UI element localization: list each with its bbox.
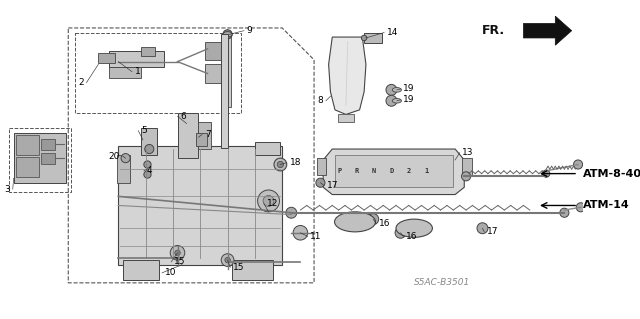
Text: 17: 17 bbox=[327, 181, 339, 190]
Circle shape bbox=[170, 246, 185, 260]
Text: S5AC-B3501: S5AC-B3501 bbox=[414, 278, 470, 287]
Bar bbox=[196, 133, 207, 146]
Bar bbox=[141, 47, 155, 56]
Bar bbox=[205, 64, 223, 83]
Circle shape bbox=[293, 226, 308, 240]
Text: 4: 4 bbox=[147, 167, 152, 175]
Text: FR.: FR. bbox=[482, 24, 505, 37]
Circle shape bbox=[263, 196, 274, 206]
Ellipse shape bbox=[396, 219, 433, 237]
Circle shape bbox=[175, 250, 180, 256]
Circle shape bbox=[362, 35, 367, 41]
Text: 13: 13 bbox=[463, 148, 474, 157]
Bar bbox=[123, 260, 159, 280]
Bar bbox=[41, 139, 54, 150]
Text: 6: 6 bbox=[180, 112, 186, 121]
Bar bbox=[118, 146, 282, 265]
Text: 12: 12 bbox=[267, 199, 278, 208]
Ellipse shape bbox=[335, 212, 376, 232]
Ellipse shape bbox=[392, 88, 401, 92]
Bar bbox=[109, 51, 164, 67]
Text: D: D bbox=[389, 168, 394, 174]
Text: 1: 1 bbox=[135, 67, 140, 76]
Text: 18: 18 bbox=[289, 158, 301, 167]
Text: P: P bbox=[337, 168, 342, 174]
Bar bbox=[17, 157, 39, 177]
Bar bbox=[221, 34, 228, 148]
Circle shape bbox=[395, 227, 406, 238]
Text: 16: 16 bbox=[379, 219, 390, 228]
Circle shape bbox=[477, 223, 488, 234]
Circle shape bbox=[543, 170, 550, 177]
Circle shape bbox=[560, 208, 569, 217]
Text: ATM-14: ATM-14 bbox=[582, 200, 629, 211]
Bar bbox=[232, 260, 273, 280]
Circle shape bbox=[121, 153, 130, 163]
Polygon shape bbox=[323, 149, 464, 195]
Text: 8: 8 bbox=[317, 96, 323, 105]
Circle shape bbox=[145, 145, 154, 153]
Bar bbox=[198, 122, 211, 149]
Bar bbox=[141, 128, 157, 155]
Text: 2: 2 bbox=[406, 168, 411, 174]
Text: 15: 15 bbox=[233, 263, 244, 272]
Circle shape bbox=[144, 171, 151, 178]
Bar bbox=[226, 34, 231, 107]
Text: 14: 14 bbox=[387, 28, 398, 37]
Circle shape bbox=[576, 203, 586, 212]
Text: 20: 20 bbox=[109, 152, 120, 161]
Bar bbox=[255, 142, 280, 155]
Polygon shape bbox=[328, 37, 366, 115]
Circle shape bbox=[274, 158, 287, 171]
Bar bbox=[41, 153, 54, 164]
Circle shape bbox=[223, 30, 232, 39]
Text: 19: 19 bbox=[403, 85, 415, 93]
Text: 15: 15 bbox=[174, 257, 186, 266]
Bar bbox=[177, 113, 198, 158]
Text: 11: 11 bbox=[310, 232, 322, 241]
Circle shape bbox=[461, 172, 470, 181]
Text: 1: 1 bbox=[424, 168, 428, 174]
Circle shape bbox=[386, 85, 397, 95]
Circle shape bbox=[368, 214, 379, 225]
Bar bbox=[338, 115, 354, 122]
Text: 17: 17 bbox=[487, 227, 499, 236]
Bar bbox=[335, 155, 453, 187]
Bar bbox=[364, 33, 382, 43]
Circle shape bbox=[286, 207, 297, 218]
Text: 16: 16 bbox=[406, 232, 417, 241]
Bar bbox=[109, 67, 141, 78]
Text: N: N bbox=[372, 168, 376, 174]
Text: 3: 3 bbox=[4, 185, 10, 194]
Circle shape bbox=[386, 95, 397, 106]
Circle shape bbox=[316, 178, 325, 187]
Circle shape bbox=[144, 161, 151, 168]
Ellipse shape bbox=[223, 32, 232, 37]
Bar bbox=[463, 158, 472, 174]
Bar bbox=[13, 133, 67, 183]
Bar bbox=[17, 135, 39, 155]
Circle shape bbox=[225, 257, 230, 263]
Circle shape bbox=[573, 160, 582, 169]
Circle shape bbox=[277, 161, 284, 168]
Bar bbox=[205, 41, 223, 60]
Text: 5: 5 bbox=[141, 126, 147, 135]
Text: 7: 7 bbox=[205, 130, 211, 139]
Circle shape bbox=[221, 254, 234, 266]
Text: R: R bbox=[355, 168, 359, 174]
Ellipse shape bbox=[392, 99, 401, 103]
Text: 10: 10 bbox=[164, 268, 176, 277]
Bar bbox=[116, 155, 130, 183]
Text: ATM-8-40: ATM-8-40 bbox=[582, 169, 640, 179]
Circle shape bbox=[258, 190, 280, 212]
Polygon shape bbox=[524, 16, 572, 45]
Bar bbox=[99, 53, 115, 63]
Text: 2: 2 bbox=[78, 78, 84, 87]
Text: 19: 19 bbox=[403, 95, 415, 104]
Bar bbox=[317, 158, 326, 174]
Text: 9: 9 bbox=[246, 26, 252, 35]
